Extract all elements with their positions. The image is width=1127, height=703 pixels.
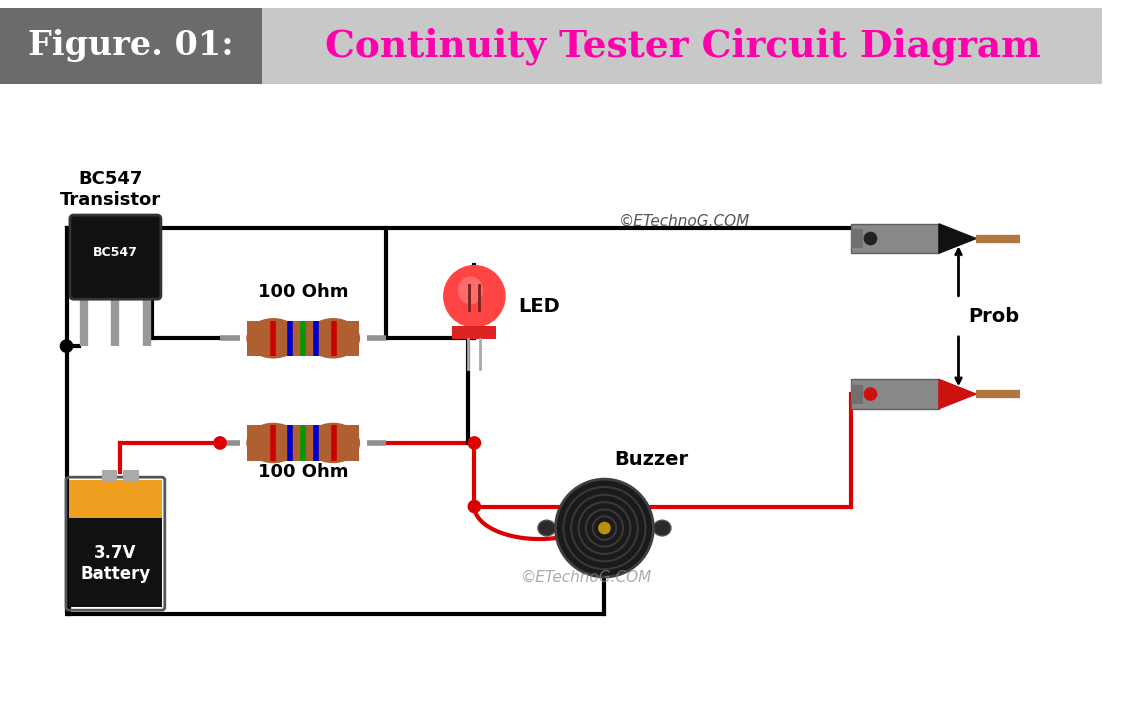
Text: Buzzer: Buzzer <box>614 451 689 470</box>
Text: 100 Ohm: 100 Ohm <box>258 283 348 301</box>
Text: 3.7V
Battery: 3.7V Battery <box>80 544 151 583</box>
Text: Prob: Prob <box>968 307 1020 325</box>
Ellipse shape <box>538 520 556 536</box>
Text: ©ETechnoG.COM: ©ETechnoG.COM <box>521 569 653 584</box>
FancyBboxPatch shape <box>123 470 139 481</box>
FancyBboxPatch shape <box>247 425 360 460</box>
FancyBboxPatch shape <box>101 470 117 481</box>
Circle shape <box>468 500 481 513</box>
Ellipse shape <box>247 423 301 463</box>
Ellipse shape <box>654 520 671 536</box>
Circle shape <box>213 436 227 450</box>
Text: LED: LED <box>518 297 560 316</box>
FancyBboxPatch shape <box>851 224 939 253</box>
FancyBboxPatch shape <box>263 8 1102 84</box>
Ellipse shape <box>307 318 361 359</box>
Circle shape <box>60 340 73 353</box>
Text: 100 Ohm: 100 Ohm <box>258 463 348 481</box>
Text: Figure. 01:: Figure. 01: <box>28 30 234 63</box>
FancyBboxPatch shape <box>851 380 939 408</box>
Circle shape <box>468 436 481 450</box>
Ellipse shape <box>247 318 301 359</box>
FancyBboxPatch shape <box>851 385 862 404</box>
Ellipse shape <box>307 423 361 463</box>
Circle shape <box>863 232 877 245</box>
Circle shape <box>598 522 611 534</box>
Circle shape <box>556 479 654 577</box>
FancyBboxPatch shape <box>69 518 162 607</box>
Ellipse shape <box>458 276 483 304</box>
FancyBboxPatch shape <box>0 8 263 84</box>
Polygon shape <box>939 380 976 408</box>
Circle shape <box>443 265 506 328</box>
Polygon shape <box>939 224 976 253</box>
Text: BC547: BC547 <box>92 246 137 259</box>
Circle shape <box>863 387 877 401</box>
FancyBboxPatch shape <box>70 215 161 299</box>
Text: ©ETechnoG.COM: ©ETechnoG.COM <box>619 214 751 228</box>
FancyBboxPatch shape <box>851 229 862 248</box>
Text: Continuity Tester Circuit Diagram: Continuity Tester Circuit Diagram <box>325 27 1040 65</box>
FancyBboxPatch shape <box>69 480 162 518</box>
FancyBboxPatch shape <box>247 321 360 356</box>
Text: BC547
Transistor: BC547 Transistor <box>60 170 161 209</box>
FancyBboxPatch shape <box>452 325 496 340</box>
